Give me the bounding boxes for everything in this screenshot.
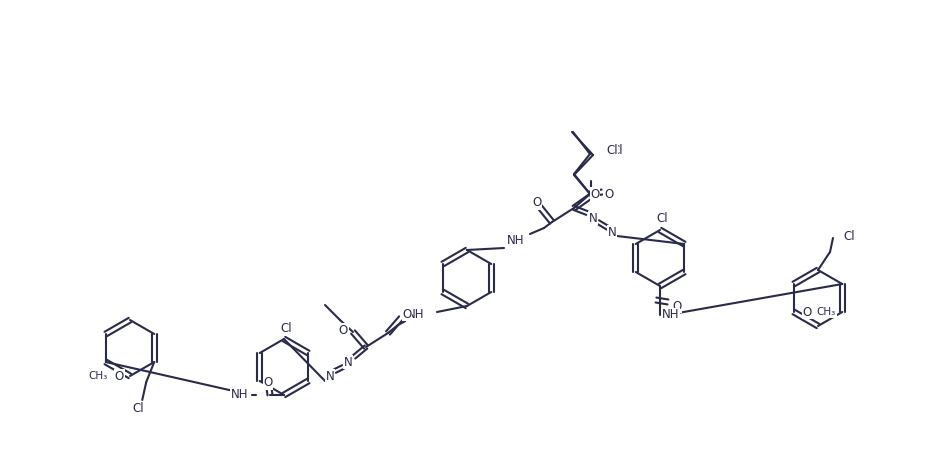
Text: O: O [338,324,348,337]
Text: Cl: Cl [133,401,144,415]
Text: O: O [115,369,124,383]
Text: NH: NH [662,308,680,321]
Text: N: N [325,369,335,383]
Text: O: O [402,307,412,320]
Text: N: N [344,356,352,368]
Text: NH: NH [406,308,424,321]
Text: O: O [590,188,600,200]
Text: O: O [604,188,613,200]
Text: O: O [803,306,812,318]
Text: NH: NH [230,388,248,401]
Text: O: O [263,377,273,389]
Text: N: N [607,226,617,238]
Text: Cl: Cl [843,229,854,242]
Text: Cl: Cl [611,145,622,158]
Text: O: O [672,299,682,313]
Text: Cl: Cl [606,143,618,157]
Text: N: N [588,211,598,225]
Text: Cl: Cl [656,211,667,225]
Text: O: O [532,197,541,209]
Text: CH₃: CH₃ [817,307,836,317]
Text: NH: NH [508,234,525,247]
Text: Cl: Cl [280,323,291,336]
Text: CH₃: CH₃ [88,371,108,381]
